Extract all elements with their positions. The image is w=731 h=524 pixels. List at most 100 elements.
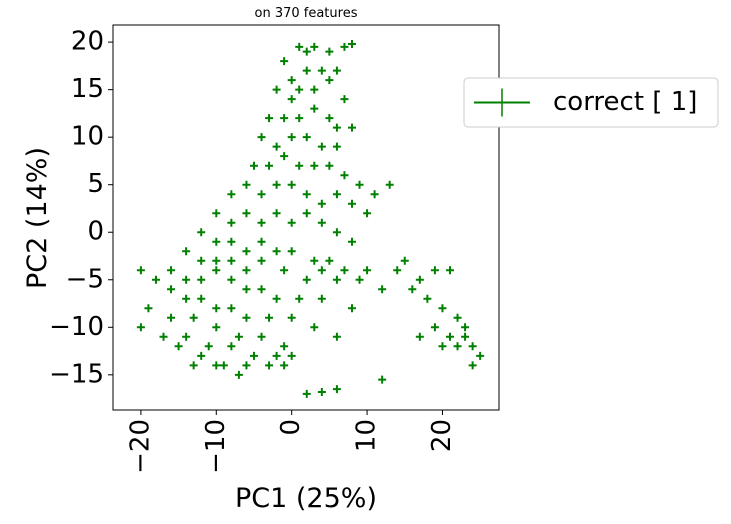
point [212, 304, 221, 313]
point [302, 47, 311, 56]
chart-title: on 370 features [255, 6, 358, 21]
point [332, 66, 341, 75]
x-tick-label: 10 [352, 419, 382, 452]
point [347, 199, 356, 208]
point [280, 57, 289, 66]
y-tick-label: −10 [49, 312, 104, 342]
point [280, 342, 289, 351]
point [136, 323, 145, 332]
point [295, 294, 304, 303]
point [272, 294, 281, 303]
point [287, 95, 296, 104]
point [295, 161, 304, 170]
point [295, 85, 304, 94]
point [174, 342, 183, 351]
point [272, 247, 281, 256]
point [310, 161, 319, 170]
point [182, 247, 191, 256]
point [265, 114, 274, 123]
point [212, 361, 221, 370]
point [204, 342, 213, 351]
point [272, 85, 281, 94]
point [453, 342, 462, 351]
point [167, 313, 176, 322]
point [287, 247, 296, 256]
point [310, 323, 319, 332]
point [280, 114, 289, 123]
point [302, 190, 311, 199]
point [219, 361, 228, 370]
point [272, 209, 281, 218]
y-tick-label: 20 [71, 27, 104, 57]
legend-box [463, 77, 719, 128]
point [227, 190, 236, 199]
point [212, 237, 221, 246]
y-axis-label: PC2 (14%) [22, 147, 53, 289]
point [438, 304, 447, 313]
point [347, 40, 356, 49]
x-tick-label: 20 [427, 419, 457, 452]
point [302, 389, 311, 398]
point [197, 228, 206, 237]
point [227, 218, 236, 227]
point [347, 123, 356, 132]
point [257, 332, 266, 341]
y-tick-label: 5 [87, 169, 104, 199]
point [242, 209, 251, 218]
point [461, 323, 470, 332]
point [445, 332, 454, 341]
point [151, 275, 160, 284]
point [408, 285, 417, 294]
point [257, 190, 266, 199]
point [287, 76, 296, 85]
point [340, 171, 349, 180]
point [249, 351, 258, 360]
point [325, 47, 334, 56]
point [257, 237, 266, 246]
point [332, 190, 341, 199]
point [197, 294, 206, 303]
point [378, 375, 387, 384]
point [332, 142, 341, 151]
point [227, 342, 236, 351]
point [347, 304, 356, 313]
point [340, 266, 349, 275]
point [265, 361, 274, 370]
point [272, 351, 281, 360]
point [340, 42, 349, 51]
point [363, 266, 372, 275]
point [302, 209, 311, 218]
point [197, 256, 206, 265]
point [355, 275, 364, 284]
x-tick-label: −10 [201, 419, 231, 474]
point [287, 133, 296, 142]
x-axis-label: PC1 (25%) [235, 483, 377, 514]
y-tick-label: 15 [71, 74, 104, 104]
point [317, 266, 326, 275]
y-tick-label: −15 [49, 359, 104, 389]
point [461, 332, 470, 341]
point [189, 361, 198, 370]
point [242, 313, 251, 322]
point [400, 256, 409, 265]
point [257, 285, 266, 294]
point [257, 256, 266, 265]
point [182, 332, 191, 341]
x-tick-label: 0 [276, 419, 306, 436]
point [468, 361, 477, 370]
point [287, 351, 296, 360]
point [167, 266, 176, 275]
point [234, 370, 243, 379]
point [317, 199, 326, 208]
point [212, 323, 221, 332]
point [287, 218, 296, 227]
point [287, 313, 296, 322]
point [302, 66, 311, 75]
point [332, 123, 341, 132]
x-tick-label: −20 [125, 419, 155, 474]
point [242, 180, 251, 189]
point [302, 275, 311, 284]
point [212, 266, 221, 275]
point [167, 285, 176, 294]
point [227, 256, 236, 265]
